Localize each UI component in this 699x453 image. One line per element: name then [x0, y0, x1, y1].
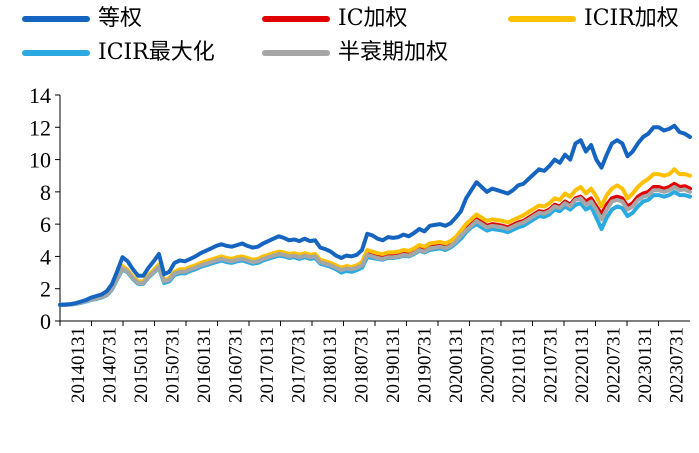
legend-swatch	[22, 50, 90, 56]
y-tick-label: 4	[40, 244, 51, 269]
x-tick-label: 20160131	[194, 327, 215, 403]
x-tick-label: 20150731	[162, 327, 183, 403]
x-tick-label: 20210731	[540, 327, 561, 403]
series-line-4	[58, 185, 692, 307]
y-tick-label: 2	[40, 277, 51, 302]
y-tick-label: 6	[40, 212, 51, 237]
x-tick-label: 20190131	[383, 327, 404, 403]
x-tick-label: 20180131	[320, 327, 341, 403]
legend-label: ICIR加权	[584, 6, 679, 31]
x-tick-label: 20140731	[99, 327, 120, 403]
y-tick-label: 14	[29, 83, 51, 108]
legend-swatch	[262, 50, 330, 56]
legend-swatch	[22, 16, 90, 22]
legend-label: 半衰期加权	[338, 40, 449, 65]
legend-item-2: ICIR加权	[508, 8, 679, 30]
legend-label: 等权	[98, 6, 143, 31]
legend-item-3: ICIR最大化	[22, 42, 215, 64]
legend-item-4: 半衰期加权	[262, 42, 448, 64]
x-tick-label: 20230731	[666, 327, 687, 403]
y-tick-label: 12	[29, 115, 51, 140]
x-tick-label: 20160731	[225, 327, 246, 403]
x-tick-label: 20190731	[414, 327, 435, 403]
x-tick-label: 20230131	[635, 327, 656, 403]
legend-swatch	[262, 16, 330, 22]
series-line-0	[58, 123, 692, 307]
x-tick-label: 20200731	[477, 327, 498, 403]
x-tick-label: 20220731	[603, 327, 624, 403]
legend-label: IC加权	[338, 6, 408, 31]
x-tick-label: 20220131	[572, 327, 593, 403]
y-tick-label: 8	[40, 180, 51, 205]
x-tick-label: 20170731	[288, 327, 309, 403]
x-tick-label: 20210131	[509, 327, 530, 403]
legend-swatch	[508, 16, 576, 22]
legend-item-1: IC加权	[262, 8, 408, 30]
x-tick-label: 20150131	[131, 327, 152, 403]
series-line-1	[58, 181, 692, 307]
x-tick-label: 20180731	[351, 327, 372, 403]
x-tick-label: 20200131	[446, 327, 467, 403]
y-tick-label: 10	[29, 148, 51, 173]
x-tick-label: 20170131	[257, 327, 278, 403]
y-tick-label: 0	[40, 309, 51, 334]
x-tick-label: 20140131	[68, 327, 89, 403]
legend-item-0: 等权	[22, 8, 142, 30]
legend-label: ICIR最大化	[98, 40, 215, 65]
